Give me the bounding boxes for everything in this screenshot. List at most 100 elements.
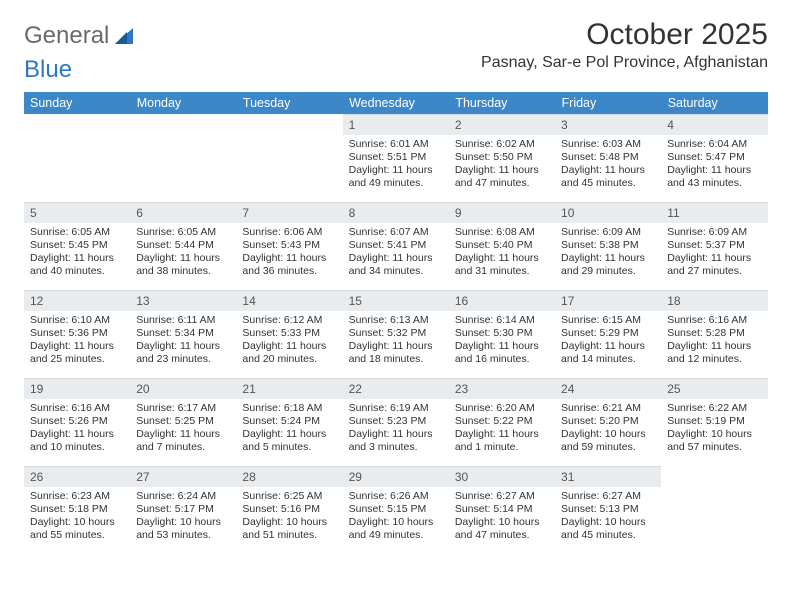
day-cell: 24Sunrise: 6:21 AMSunset: 5:20 PMDayligh… [555, 378, 661, 466]
day-cell: 12Sunrise: 6:10 AMSunset: 5:36 PMDayligh… [24, 290, 130, 378]
day-cell [130, 114, 236, 202]
day-cell: 29Sunrise: 6:26 AMSunset: 5:15 PMDayligh… [343, 466, 449, 554]
day-cell: 23Sunrise: 6:20 AMSunset: 5:22 PMDayligh… [449, 378, 555, 466]
day-number: 20 [130, 378, 236, 399]
day-cell: 22Sunrise: 6:19 AMSunset: 5:23 PMDayligh… [343, 378, 449, 466]
day-details: Sunrise: 6:12 AMSunset: 5:33 PMDaylight:… [236, 311, 342, 371]
day-number: 30 [449, 466, 555, 487]
day-number: 24 [555, 378, 661, 399]
day-number: 23 [449, 378, 555, 399]
day-details: Sunrise: 6:02 AMSunset: 5:50 PMDaylight:… [449, 135, 555, 195]
day-cell: 18Sunrise: 6:16 AMSunset: 5:28 PMDayligh… [661, 290, 767, 378]
col-thursday: Thursday [449, 92, 555, 114]
day-header-row: Sunday Monday Tuesday Wednesday Thursday… [24, 92, 768, 114]
day-cell: 5Sunrise: 6:05 AMSunset: 5:45 PMDaylight… [24, 202, 130, 290]
day-number: 1 [343, 114, 449, 135]
day-details: Sunrise: 6:22 AMSunset: 5:19 PMDaylight:… [661, 399, 767, 459]
day-cell [24, 114, 130, 202]
day-details: Sunrise: 6:25 AMSunset: 5:16 PMDaylight:… [236, 487, 342, 547]
day-number: 27 [130, 466, 236, 487]
logo: General [24, 18, 135, 50]
day-details: Sunrise: 6:07 AMSunset: 5:41 PMDaylight:… [343, 223, 449, 283]
day-details: Sunrise: 6:11 AMSunset: 5:34 PMDaylight:… [130, 311, 236, 371]
day-cell: 13Sunrise: 6:11 AMSunset: 5:34 PMDayligh… [130, 290, 236, 378]
day-cell: 11Sunrise: 6:09 AMSunset: 5:37 PMDayligh… [661, 202, 767, 290]
day-cell: 17Sunrise: 6:15 AMSunset: 5:29 PMDayligh… [555, 290, 661, 378]
day-details: Sunrise: 6:13 AMSunset: 5:32 PMDaylight:… [343, 311, 449, 371]
day-number: 8 [343, 202, 449, 223]
day-details: Sunrise: 6:03 AMSunset: 5:48 PMDaylight:… [555, 135, 661, 195]
day-number: 2 [449, 114, 555, 135]
day-cell: 19Sunrise: 6:16 AMSunset: 5:26 PMDayligh… [24, 378, 130, 466]
col-wednesday: Wednesday [343, 92, 449, 114]
day-cell: 20Sunrise: 6:17 AMSunset: 5:25 PMDayligh… [130, 378, 236, 466]
col-saturday: Saturday [661, 92, 767, 114]
day-cell: 9Sunrise: 6:08 AMSunset: 5:40 PMDaylight… [449, 202, 555, 290]
day-number: 4 [661, 114, 767, 135]
day-number: 6 [130, 202, 236, 223]
day-cell: 14Sunrise: 6:12 AMSunset: 5:33 PMDayligh… [236, 290, 342, 378]
day-number: 21 [236, 378, 342, 399]
day-number: 22 [343, 378, 449, 399]
day-details: Sunrise: 6:27 AMSunset: 5:14 PMDaylight:… [449, 487, 555, 547]
day-details: Sunrise: 6:08 AMSunset: 5:40 PMDaylight:… [449, 223, 555, 283]
day-cell: 7Sunrise: 6:06 AMSunset: 5:43 PMDaylight… [236, 202, 342, 290]
day-details: Sunrise: 6:10 AMSunset: 5:36 PMDaylight:… [24, 311, 130, 371]
col-monday: Monday [130, 92, 236, 114]
day-number: 12 [24, 290, 130, 311]
day-cell: 1Sunrise: 6:01 AMSunset: 5:51 PMDaylight… [343, 114, 449, 202]
day-number: 17 [555, 290, 661, 311]
day-number: 26 [24, 466, 130, 487]
day-number: 14 [236, 290, 342, 311]
day-details: Sunrise: 6:21 AMSunset: 5:20 PMDaylight:… [555, 399, 661, 459]
day-cell: 21Sunrise: 6:18 AMSunset: 5:24 PMDayligh… [236, 378, 342, 466]
day-details: Sunrise: 6:18 AMSunset: 5:24 PMDaylight:… [236, 399, 342, 459]
day-details: Sunrise: 6:14 AMSunset: 5:30 PMDaylight:… [449, 311, 555, 371]
day-details: Sunrise: 6:20 AMSunset: 5:22 PMDaylight:… [449, 399, 555, 459]
day-details: Sunrise: 6:16 AMSunset: 5:26 PMDaylight:… [24, 399, 130, 459]
day-cell: 30Sunrise: 6:27 AMSunset: 5:14 PMDayligh… [449, 466, 555, 554]
col-sunday: Sunday [24, 92, 130, 114]
logo-sail-icon [113, 26, 135, 46]
day-number: 11 [661, 202, 767, 223]
day-cell: 10Sunrise: 6:09 AMSunset: 5:38 PMDayligh… [555, 202, 661, 290]
day-details: Sunrise: 6:17 AMSunset: 5:25 PMDaylight:… [130, 399, 236, 459]
day-details: Sunrise: 6:04 AMSunset: 5:47 PMDaylight:… [661, 135, 767, 195]
day-cell: 15Sunrise: 6:13 AMSunset: 5:32 PMDayligh… [343, 290, 449, 378]
day-details: Sunrise: 6:27 AMSunset: 5:13 PMDaylight:… [555, 487, 661, 547]
day-details: Sunrise: 6:24 AMSunset: 5:17 PMDaylight:… [130, 487, 236, 547]
day-number: 29 [343, 466, 449, 487]
day-details: Sunrise: 6:09 AMSunset: 5:37 PMDaylight:… [661, 223, 767, 283]
week-row: 1Sunrise: 6:01 AMSunset: 5:51 PMDaylight… [24, 114, 768, 202]
day-number: 10 [555, 202, 661, 223]
calendar-table: Sunday Monday Tuesday Wednesday Thursday… [24, 92, 768, 554]
day-cell: 3Sunrise: 6:03 AMSunset: 5:48 PMDaylight… [555, 114, 661, 202]
logo-text-1: General [24, 22, 109, 50]
week-row: 26Sunrise: 6:23 AMSunset: 5:18 PMDayligh… [24, 466, 768, 554]
week-row: 12Sunrise: 6:10 AMSunset: 5:36 PMDayligh… [24, 290, 768, 378]
day-cell: 26Sunrise: 6:23 AMSunset: 5:18 PMDayligh… [24, 466, 130, 554]
day-number: 28 [236, 466, 342, 487]
day-number: 9 [449, 202, 555, 223]
week-row: 5Sunrise: 6:05 AMSunset: 5:45 PMDaylight… [24, 202, 768, 290]
day-number: 31 [555, 466, 661, 487]
day-number: 25 [661, 378, 767, 399]
day-details: Sunrise: 6:01 AMSunset: 5:51 PMDaylight:… [343, 135, 449, 195]
day-details: Sunrise: 6:23 AMSunset: 5:18 PMDaylight:… [24, 487, 130, 547]
day-cell [661, 466, 767, 554]
day-cell [236, 114, 342, 202]
day-cell: 2Sunrise: 6:02 AMSunset: 5:50 PMDaylight… [449, 114, 555, 202]
day-number: 19 [24, 378, 130, 399]
day-cell: 25Sunrise: 6:22 AMSunset: 5:19 PMDayligh… [661, 378, 767, 466]
day-details: Sunrise: 6:06 AMSunset: 5:43 PMDaylight:… [236, 223, 342, 283]
week-row: 19Sunrise: 6:16 AMSunset: 5:26 PMDayligh… [24, 378, 768, 466]
day-cell: 4Sunrise: 6:04 AMSunset: 5:47 PMDaylight… [661, 114, 767, 202]
day-number: 3 [555, 114, 661, 135]
day-number: 13 [130, 290, 236, 311]
day-cell: 28Sunrise: 6:25 AMSunset: 5:16 PMDayligh… [236, 466, 342, 554]
day-number: 7 [236, 202, 342, 223]
day-number: 18 [661, 290, 767, 311]
col-friday: Friday [555, 92, 661, 114]
month-title: October 2025 [481, 18, 768, 52]
day-details: Sunrise: 6:05 AMSunset: 5:45 PMDaylight:… [24, 223, 130, 283]
